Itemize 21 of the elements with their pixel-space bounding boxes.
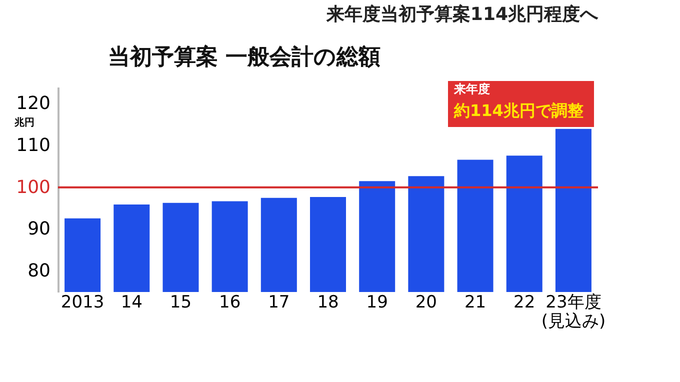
x-tick-label: 16 xyxy=(219,292,241,312)
annotation: 来年度 xyxy=(453,82,490,96)
x-tick-label: 18 xyxy=(317,292,339,312)
y-axis-title: 兆円 xyxy=(14,116,34,128)
x-tick-label: 14 xyxy=(120,292,142,312)
text: 来年度当初予算案114兆円程度へ xyxy=(325,4,599,25)
x-tick-label: 2013 xyxy=(60,292,104,312)
x-tick-label: 21 xyxy=(464,292,486,312)
x-tick-label: 22 xyxy=(514,292,536,312)
x-tick-label: 15 xyxy=(170,292,192,312)
annotation: 約114兆円で調整 xyxy=(453,101,584,120)
x-tick-label: 19 xyxy=(366,292,388,312)
y-tick-label: 110 xyxy=(16,135,50,156)
y-tick-label: 80 xyxy=(28,260,50,282)
y-tick-label: 90 xyxy=(28,218,50,240)
x-tick-label: 23年度 (見込み) xyxy=(541,292,606,332)
y-tick-label: 100 xyxy=(16,176,50,198)
chart-title: 当初予算案 一般会計の総額 xyxy=(108,44,381,70)
y-tick-label: 120 xyxy=(16,93,50,114)
x-tick-label: 17 xyxy=(268,292,290,312)
x-tick-label: 20 xyxy=(415,292,437,312)
